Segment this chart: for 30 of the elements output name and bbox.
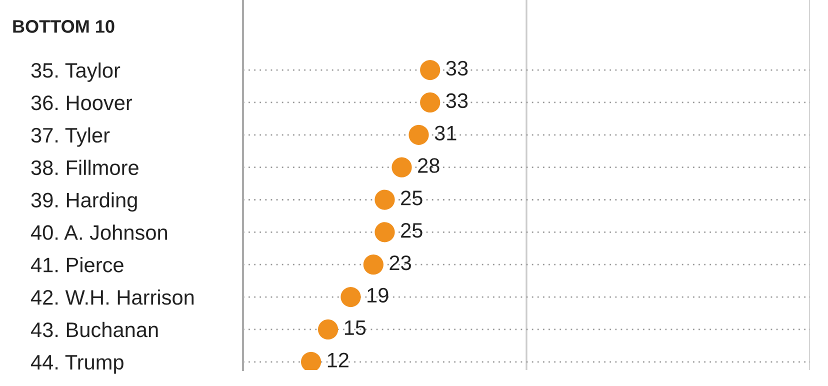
point (374, 190, 395, 210)
y-tick-label: 38. Fillmore (31, 160, 138, 176)
data-label: 25 (401, 190, 422, 206)
point (408, 124, 429, 145)
y-tick-label: 44. Trump (30, 355, 124, 374)
y-tick-label: 37. Tyler (31, 127, 110, 147)
point (420, 60, 440, 80)
data-label: 33 (446, 93, 468, 108)
y-tick-label: 41. Pierce (30, 257, 124, 272)
data-label: 25 (401, 223, 422, 238)
point (374, 222, 395, 242)
data-label: 12 (328, 352, 348, 368)
y-tick-label: 36. Hoover (31, 95, 132, 110)
point (420, 92, 440, 113)
y-tick-label: 39. Harding (31, 192, 137, 212)
point (392, 157, 412, 178)
data-label: 28 (418, 158, 440, 173)
y-tick-label: 43. Buchanan (30, 322, 158, 338)
point (340, 286, 361, 308)
data-label: 15 (344, 320, 366, 336)
y-tick-label: 35. Taylor (31, 62, 120, 82)
data-label: 19 (368, 288, 388, 303)
point (318, 319, 338, 340)
text: BOTTOM 10 (13, 20, 114, 33)
data-label: 33 (446, 60, 468, 76)
data-label: 31 (434, 126, 456, 140)
y-tick-label: 42. W.H. Harrison (30, 289, 194, 305)
y-tick-label: 40. A. Johnson (30, 224, 167, 240)
point (363, 254, 384, 275)
data-label: 23 (390, 255, 411, 270)
